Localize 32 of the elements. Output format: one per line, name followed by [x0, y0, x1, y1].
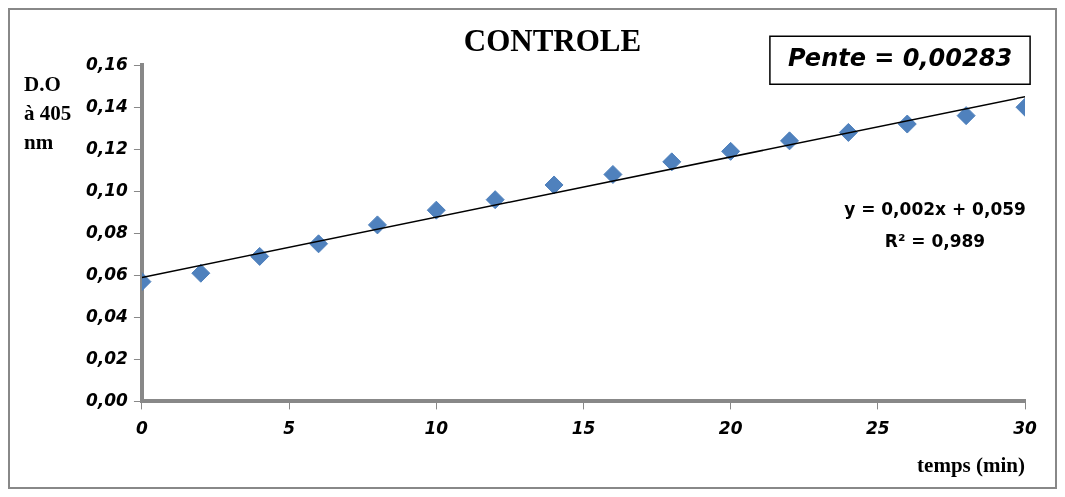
x-tick-label: 15 — [571, 418, 596, 439]
y-tick-label: 0,14 — [85, 95, 128, 116]
point — [956, 106, 976, 126]
point — [544, 175, 564, 195]
x-tick-label: 0 — [136, 418, 149, 439]
x-tick-label: 25 — [865, 418, 890, 439]
x-tick-label: 10 — [424, 418, 449, 439]
point — [426, 200, 446, 220]
x-tick-label: 30 — [1013, 418, 1037, 439]
point — [191, 263, 211, 283]
x-tick-label: 5 — [283, 418, 296, 439]
y-tick-label: 0,16 — [85, 53, 129, 74]
y-tick-label: 0,06 — [85, 263, 129, 284]
point — [367, 215, 387, 235]
y-tick-label: 0,00 — [85, 389, 129, 410]
point — [780, 131, 800, 151]
point — [603, 164, 623, 184]
chart-title: CONTROLE — [463, 22, 642, 58]
y-tick-label: 0,12 — [85, 137, 128, 158]
annotation: y = 0,002x + 0,059 — [844, 198, 1026, 219]
point — [721, 141, 741, 161]
y-tick-label: 0,08 — [85, 221, 129, 242]
x-tick-label: 20 — [718, 418, 743, 439]
x-axis-title: temps (min) — [917, 452, 1025, 477]
y-tick-label: 0,04 — [85, 305, 128, 326]
y-tick-label: 0,10 — [85, 179, 129, 200]
point — [662, 152, 682, 172]
point — [485, 190, 505, 210]
annotation: Pente = 0,00283 — [787, 44, 1013, 73]
y-tick-label: 0,02 — [85, 347, 128, 368]
annotation: R² = 0,989 — [884, 230, 986, 251]
y-axis-title: D.O à 405 nm — [24, 71, 72, 156]
